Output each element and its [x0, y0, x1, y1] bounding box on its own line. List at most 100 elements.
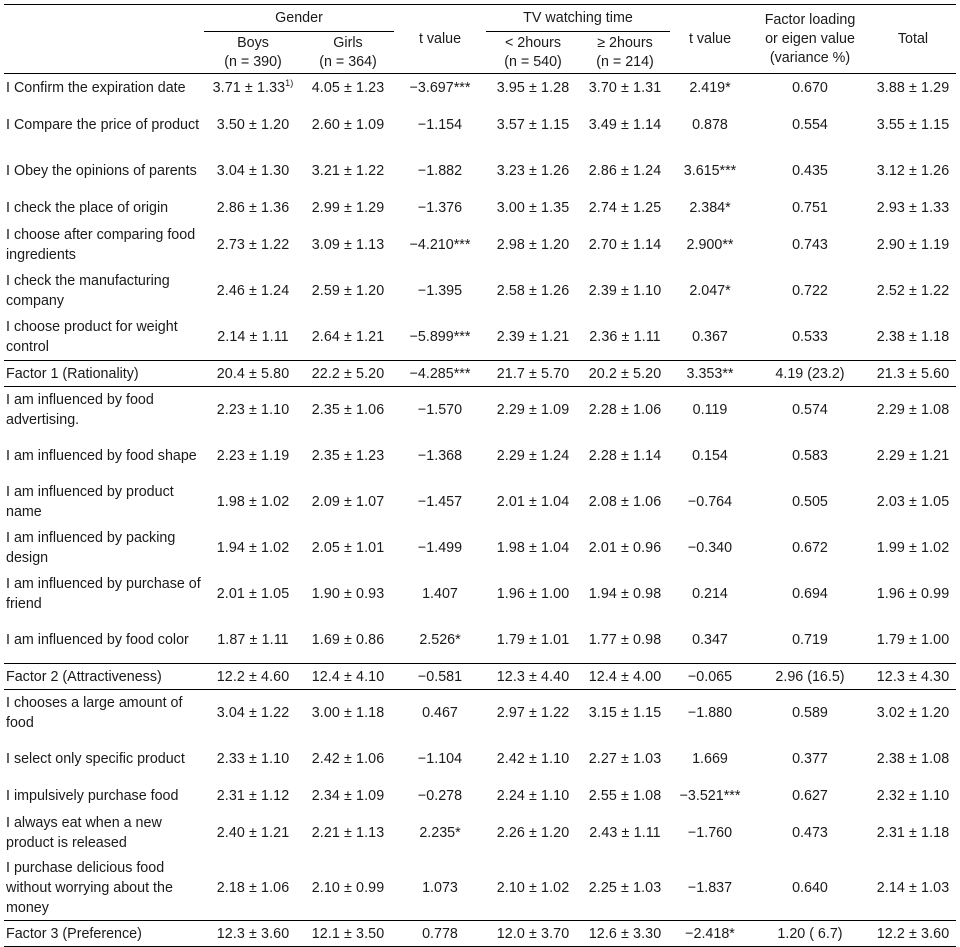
total-value: 2.29 ± 1.21 — [870, 433, 956, 479]
girls-value: 3.00 ± 1.18 — [302, 690, 394, 737]
girls-value-text: 2.09 ± 1.07 — [311, 494, 385, 510]
t-value-gender: 1.073 — [394, 856, 486, 921]
boys-value: 2.31 ± 1.12 — [204, 782, 302, 810]
t-value-gender-text: −1.376 — [417, 200, 463, 216]
t-value-gender-text: 1.407 — [422, 586, 458, 602]
ge2hours-value-text: 2.28 ± 1.06 — [588, 402, 662, 418]
girls-value: 22.2 ± 5.20 — [302, 360, 394, 387]
lt2hours-value: 2.97 ± 1.22 — [486, 690, 580, 737]
boys-value: 2.40 ± 1.21 — [204, 810, 302, 856]
t-value-gender: 2.526* — [394, 617, 486, 664]
lt2hours-value: 2.10 ± 1.02 — [486, 856, 580, 921]
t-value-tv-text: 2.047* — [689, 283, 731, 299]
total-value-text: 2.31 ± 1.18 — [876, 825, 950, 841]
header-blank-2 — [4, 32, 204, 74]
boys-value: 2.73 ± 1.22 — [204, 222, 302, 268]
boys-value-text: 3.50 ± 1.20 — [216, 117, 290, 133]
factor-loading-value: 0.505 — [750, 479, 870, 525]
ge2hours-value: 2.28 ± 1.14 — [580, 433, 670, 479]
t-value-gender: −4.285*** — [394, 360, 486, 387]
row-label: I am influenced by food shape — [4, 433, 204, 479]
t-value-gender: −5.899*** — [394, 314, 486, 361]
lt2hours-value-text: 2.39 ± 1.21 — [496, 329, 570, 345]
lt2hours-value-text: 2.29 ± 1.09 — [496, 402, 570, 418]
t-value-gender-text: −1.154 — [417, 117, 463, 133]
total-value: 12.2 ± 3.60 — [870, 920, 956, 947]
total-value-text: 2.03 ± 1.05 — [876, 494, 950, 510]
header-boys: Boys (n = 390) — [204, 32, 302, 74]
t-value-gender: −0.581 — [394, 663, 486, 690]
header-lt2hours-n: (n = 540) — [504, 53, 562, 70]
table-row: I choose after comparing food ingredient… — [4, 222, 956, 268]
factor-loading-value: 0.533 — [750, 314, 870, 361]
t-value-gender: 2.235* — [394, 810, 486, 856]
t-value-tv: −2.418* — [670, 920, 750, 947]
boys-value-text: 2.23 ± 1.19 — [216, 448, 290, 464]
t-value-gender-text: −1.104 — [417, 751, 463, 767]
header-lt2hours-label: < 2hours — [504, 34, 562, 51]
total-value-text: 2.38 ± 1.18 — [876, 329, 950, 345]
row-label-text: I am influenced by product name — [6, 484, 174, 520]
boys-value: 3.71 ± 1.331) — [204, 73, 302, 102]
boys-value: 12.3 ± 3.60 — [204, 920, 302, 947]
total-value: 3.02 ± 1.20 — [870, 690, 956, 737]
girls-value-text: 3.09 ± 1.13 — [311, 237, 385, 253]
boys-value-text: 2.23 ± 1.10 — [216, 402, 290, 418]
table-row: I always eat when a new product is relea… — [4, 810, 956, 856]
factor-loading-value-text: 0.694 — [792, 586, 828, 602]
row-label: I impulsively purchase food — [4, 782, 204, 810]
table-row: I chooses a large amount of food 3.04 ± 1… — [4, 690, 956, 737]
t-value-tv: 2.900** — [670, 222, 750, 268]
t-value-tv: 2.384* — [670, 194, 750, 222]
ge2hours-value: 2.43 ± 1.11 — [580, 810, 670, 856]
factor-loading-value: 0.377 — [750, 736, 870, 782]
t-value-tv: −1.837 — [670, 856, 750, 921]
t-value-gender-text: 2.526* — [419, 632, 461, 648]
t-value-tv-text: 3.615*** — [683, 163, 737, 179]
total-value: 2.32 ± 1.10 — [870, 782, 956, 810]
factor-loading-value-text: 0.627 — [792, 788, 828, 804]
t-value-tv-text: 2.384* — [689, 200, 731, 216]
total-value: 2.31 ± 1.18 — [870, 810, 956, 856]
ge2hours-value-text: 2.28 ± 1.14 — [588, 448, 662, 464]
t-value-gender-text: −1.457 — [417, 494, 463, 510]
ge2hours-value-text: 2.25 ± 1.03 — [588, 880, 662, 896]
factor-loading-value-text: 0.473 — [792, 825, 828, 841]
factor-loading-value: 0.670 — [750, 73, 870, 102]
row-label: I chooses a large amount of food — [4, 690, 204, 737]
header-t-value-tv: t value — [670, 4, 750, 74]
girls-value: 3.21 ± 1.22 — [302, 148, 394, 194]
boys-value: 1.87 ± 1.11 — [204, 617, 302, 664]
ge2hours-value: 1.77 ± 0.98 — [580, 617, 670, 664]
t-value-gender: −1.395 — [394, 268, 486, 314]
girls-value-text: 12.4 ± 4.10 — [311, 668, 385, 685]
lt2hours-value: 2.58 ± 1.26 — [486, 268, 580, 314]
boys-value-text: 3.04 ± 1.30 — [216, 163, 290, 179]
table-row: I Compare the price of product 3.50 ± 1.2… — [4, 102, 956, 148]
boys-value-text: 3.04 ± 1.22 — [216, 705, 290, 721]
t-value-tv-text: 0.367 — [692, 329, 728, 345]
ge2hours-value-text: 1.94 ± 0.98 — [588, 586, 662, 602]
total-value: 2.93 ± 1.33 — [870, 194, 956, 222]
header-factor-loading: Factor loading or eigen value (variance … — [750, 4, 870, 74]
row-label-text: I am influenced by purchase of friend — [6, 576, 201, 612]
ge2hours-value: 2.28 ± 1.06 — [580, 387, 670, 434]
row-label: I Obey the opinions of parents — [4, 148, 204, 194]
row-label-text: Factor 1 (Rationality) — [6, 365, 139, 382]
lt2hours-value: 1.79 ± 1.01 — [486, 617, 580, 664]
girls-value-text: 2.10 ± 0.99 — [311, 880, 385, 896]
row-label-text: I am influenced by food advertising. — [6, 392, 154, 428]
factor-loading-value: 0.627 — [750, 782, 870, 810]
total-value: 2.38 ± 1.08 — [870, 736, 956, 782]
t-value-gender: 1.407 — [394, 571, 486, 617]
total-value: 2.38 ± 1.18 — [870, 314, 956, 361]
t-value-tv: 0.347 — [670, 617, 750, 664]
boys-value-text: 2.73 ± 1.22 — [216, 237, 290, 253]
girls-value-text: 4.05 ± 1.23 — [311, 80, 385, 96]
total-value: 12.3 ± 4.30 — [870, 663, 956, 690]
t-value-tv: −0.340 — [670, 525, 750, 571]
boys-value-text: 1.98 ± 1.02 — [216, 494, 290, 510]
t-value-gender-text: −4.210*** — [409, 237, 471, 253]
table-row: I check the manufacturing company 2.46 ± … — [4, 268, 956, 314]
total-value-text: 2.14 ± 1.03 — [876, 880, 950, 896]
